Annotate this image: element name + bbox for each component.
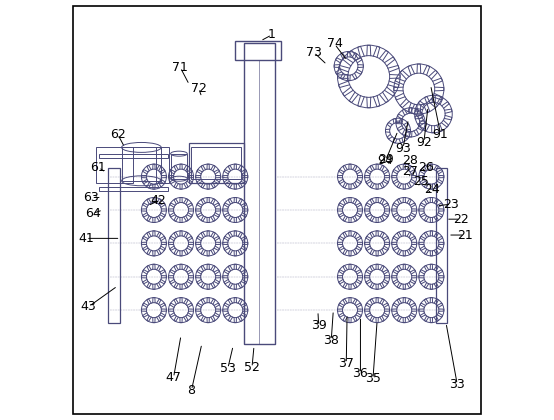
Text: 29: 29 [378, 152, 394, 165]
Text: 36: 36 [352, 367, 368, 380]
Text: 28: 28 [403, 154, 418, 167]
Text: 63: 63 [84, 191, 99, 204]
Bar [99, 187, 168, 191]
Text: 42: 42 [150, 194, 166, 207]
Text: 52: 52 [244, 361, 260, 374]
Text: 25: 25 [413, 175, 429, 188]
Text: 91: 91 [433, 128, 448, 141]
Text: 26: 26 [418, 161, 434, 174]
Text: 1: 1 [268, 28, 276, 41]
Text: 37: 37 [338, 357, 354, 370]
Text: 92: 92 [416, 136, 432, 149]
Text: 93: 93 [395, 142, 411, 155]
Text: 27: 27 [403, 165, 418, 178]
Text: 62: 62 [110, 128, 126, 141]
Text: 73: 73 [306, 46, 322, 59]
Bar [192, 147, 240, 178]
Text: 33: 33 [449, 378, 465, 391]
Bar [156, 147, 168, 183]
Text: 41: 41 [78, 232, 94, 245]
Text: 61: 61 [90, 161, 106, 174]
Text: 24: 24 [424, 184, 440, 197]
Bar [99, 154, 168, 158]
Text: 74: 74 [327, 37, 342, 50]
Text: 38: 38 [324, 333, 339, 346]
Text: 72: 72 [191, 81, 207, 94]
Text: 21: 21 [457, 228, 473, 241]
Text: 8: 8 [187, 384, 196, 397]
Bar [121, 147, 161, 181]
Text: 94: 94 [378, 154, 393, 167]
Text: 47: 47 [166, 371, 182, 384]
Bar [171, 154, 187, 178]
Text: 35: 35 [365, 373, 381, 386]
Text: 39: 39 [311, 320, 327, 333]
Text: 43: 43 [80, 300, 96, 313]
Bar [435, 168, 447, 323]
Text: 23: 23 [444, 198, 459, 211]
Bar [244, 43, 275, 344]
Text: 53: 53 [220, 362, 235, 375]
Text: 22: 22 [453, 213, 469, 226]
Text: 64: 64 [85, 207, 100, 220]
Bar [95, 147, 133, 183]
Bar [108, 168, 120, 323]
Bar [235, 41, 281, 60]
Bar [189, 143, 244, 183]
Text: 71: 71 [172, 61, 188, 74]
